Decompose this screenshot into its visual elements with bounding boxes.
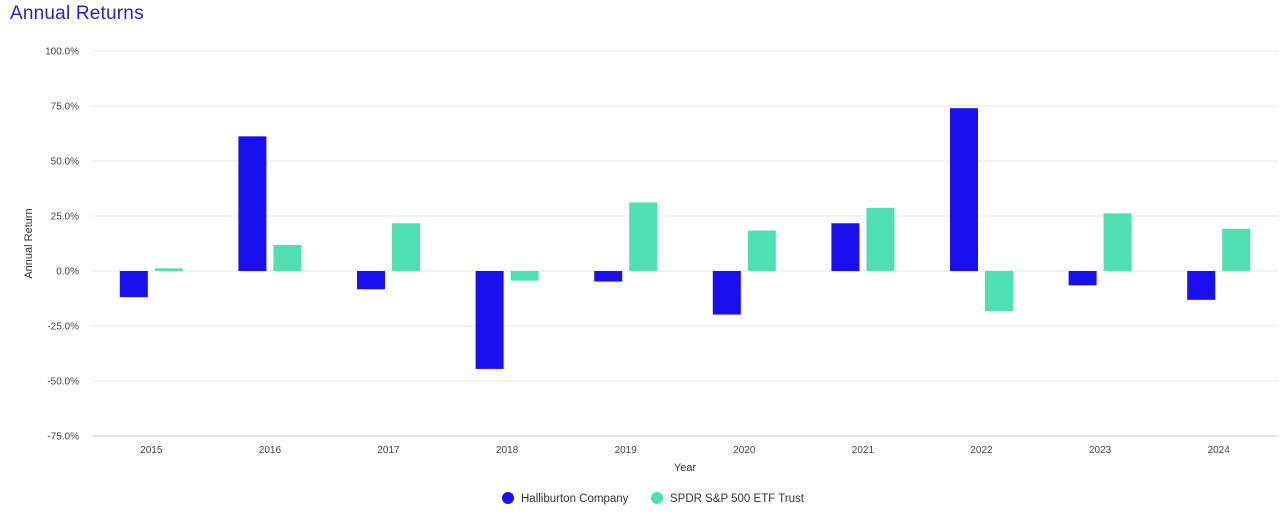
bar-spdr-2023[interactable] <box>1103 213 1132 271</box>
bar-spdr-2019[interactable] <box>629 202 658 271</box>
x-tick-label: 2020 <box>733 445 756 456</box>
legend-marker-halliburton[interactable] <box>502 492 514 504</box>
x-tick-label: 2018 <box>496 445 519 456</box>
bar-halliburton-2016[interactable] <box>238 136 267 271</box>
legend-label-halliburton[interactable]: Halliburton Company <box>521 493 629 505</box>
x-tick-label: 2021 <box>852 445 875 456</box>
bar-spdr-2016[interactable] <box>273 245 302 271</box>
x-tick-label: 2019 <box>615 445 638 456</box>
y-tick-label: -50.0% <box>47 377 79 388</box>
x-tick-label: 2016 <box>259 445 282 456</box>
x-tick-label: 2024 <box>1208 445 1231 456</box>
bar-halliburton-2018[interactable] <box>475 271 504 369</box>
y-tick-label: 50.0% <box>51 157 79 168</box>
legend-marker-spdr[interactable] <box>651 492 663 504</box>
bar-halliburton-2022[interactable] <box>950 108 978 271</box>
page-title: Annual Returns <box>10 3 144 24</box>
bar-halliburton-2017[interactable] <box>357 271 385 290</box>
x-tick-label: 2017 <box>377 445 400 456</box>
bar-halliburton-2024[interactable] <box>1187 271 1216 300</box>
legend-label-spdr[interactable]: SPDR S&P 500 ETF Trust <box>670 493 805 505</box>
x-axis-title: Year <box>674 462 697 474</box>
bar-halliburton-2021[interactable] <box>831 223 860 271</box>
y-tick-label: -75.0% <box>47 432 79 443</box>
y-tick-label: 0.0% <box>56 267 79 278</box>
bar-spdr-2018[interactable] <box>510 271 539 281</box>
bar-spdr-2024[interactable] <box>1222 228 1251 271</box>
bar-spdr-2021[interactable] <box>866 207 895 271</box>
y-tick-label: 75.0% <box>51 102 79 113</box>
bar-halliburton-2015[interactable] <box>119 271 148 298</box>
y-tick-label: -25.0% <box>47 322 79 333</box>
y-tick-label: 100.0% <box>45 47 79 58</box>
bar-spdr-2020[interactable] <box>747 230 776 271</box>
y-axis-title: Annual Return <box>23 208 35 278</box>
bar-halliburton-2023[interactable] <box>1068 271 1097 286</box>
bar-spdr-2017[interactable] <box>392 223 420 271</box>
bar-spdr-2015[interactable] <box>154 268 183 271</box>
bar-spdr-2022[interactable] <box>985 271 1013 312</box>
y-tick-label: 25.0% <box>51 212 79 223</box>
x-tick-label: 2022 <box>970 445 993 456</box>
bar-halliburton-2020[interactable] <box>712 271 741 315</box>
x-tick-label: 2015 <box>140 445 163 456</box>
bar-halliburton-2019[interactable] <box>594 271 623 282</box>
x-tick-label: 2023 <box>1089 445 1112 456</box>
